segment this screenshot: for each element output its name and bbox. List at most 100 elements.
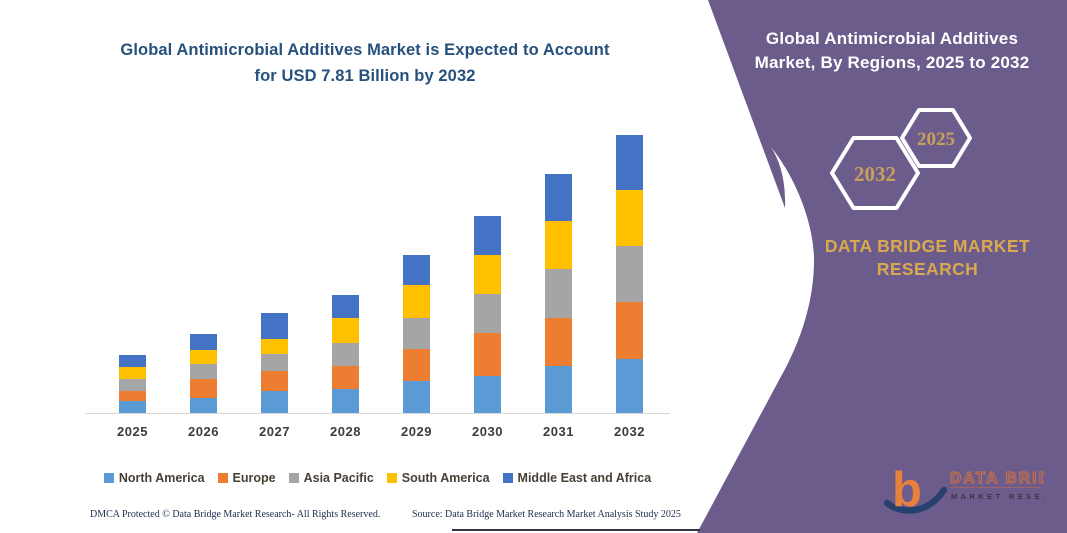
bar-segment-2028-south-america [332,318,359,343]
bar-segment-2025-north-america [119,401,146,413]
bar-segment-2026-europe [190,379,217,398]
hexagon-2032-label: 2032 [854,162,896,186]
bar-segment-2026-north-america [190,398,217,413]
logo-b-icon: b [892,463,922,517]
bar-column-2032 [594,135,665,413]
forecast-hexagons: 2032 2025 [830,108,972,210]
x-axis-label-2029: 2029 [401,424,432,439]
legend-item-south-america: South America [386,471,490,485]
bar-segment-2026-asia-pacific [190,364,217,379]
x-axis-label-2025: 2025 [117,424,148,439]
legend-swatch-icon [502,473,513,483]
x-axis-labels: 2025 2026 2027 2028 2029 2030 2031 2032 [97,424,665,439]
legend-swatch-icon [103,473,114,483]
bar-segment-2025-south-america [119,367,146,379]
bar-segment-2025-middle-east-and-africa [119,355,146,367]
logo-tagline: MARKET RESEARCH [951,492,1044,501]
bar-segment-2031-europe [545,318,572,366]
legend-item-north-america: North America [103,471,205,485]
legend-label: North America [118,471,205,485]
stacked-bar-chart [97,0,665,413]
hexagon-2025: 2025 [900,108,972,168]
hexagon-2032: 2032 [830,136,920,210]
bar-segment-2031-asia-pacific [545,269,572,318]
bar-segment-2030-europe [474,333,501,376]
bar-segment-2028-asia-pacific [332,343,359,366]
hexagon-2025-label: 2025 [917,129,955,150]
stacked-bar-2025 [119,355,146,413]
legend-item-asia-pacific: Asia Pacific [288,471,374,485]
bar-segment-2025-europe [119,391,146,401]
bar-segment-2031-north-america [545,366,572,413]
bar-segment-2031-middle-east-and-africa [545,174,572,221]
chart-title-line1: Global Antimicrobial Additives Market is… [120,41,610,59]
stacked-bar-2030 [474,216,501,413]
bar-segment-2032-south-america [616,190,643,246]
bar-segment-2030-north-america [474,376,501,413]
panel-title: Global Antimicrobial Additives Market, B… [732,27,1052,75]
bar-segment-2030-south-america [474,255,501,294]
bar-column-2031 [523,174,594,413]
legend-item-middle-east-and-africa: Middle East and Africa [502,471,652,485]
chart-legend: North America Europe Asia Pacific South Ame… [85,471,670,485]
bar-column-2026 [168,334,239,413]
stacked-bar-2032 [616,135,643,413]
stacked-bar-2026 [190,334,217,413]
bar-column-2028 [310,295,381,413]
brand-heading: DATA BRIDGE MARKET RESEARCH [795,235,1060,281]
panel-title-line1: Global Antimicrobial Additives [765,29,1019,48]
legend-item-europe: Europe [217,471,276,485]
legend-swatch-icon [386,473,397,483]
legend-swatch-icon [288,473,299,483]
stacked-bar-2029 [403,255,430,413]
stacked-bar-2028 [332,295,359,413]
logo-swoosh-icon [884,486,948,514]
stacked-bar-2031 [545,174,572,413]
bar-segment-2032-north-america [616,359,643,413]
x-axis-line [85,413,670,414]
bottom-divider-line [452,529,700,531]
x-axis-label-2028: 2028 [330,424,361,439]
chart-title: Global Antimicrobial Additives Market is… [65,38,665,89]
logo-wordmark: DATA BRIDGE [950,470,1044,487]
bar-segment-2026-south-america [190,350,217,364]
bar-segment-2030-middle-east-and-africa [474,216,501,255]
bar-segment-2027-middle-east-and-africa [261,313,288,339]
brand-heading-line2: RESEARCH [876,258,979,279]
dmca-footer-text: DMCA Protected © Data Bridge Market Rese… [90,509,381,520]
bar-column-2030 [452,216,523,413]
bar-segment-2029-middle-east-and-africa [403,255,430,285]
source-footer-text: Source: Data Bridge Market Research Mark… [412,509,681,520]
x-axis-label-2031: 2031 [543,424,574,439]
bar-segment-2027-europe [261,371,288,391]
legend-label: Europe [232,471,276,485]
panel-title-line2: Market, By Regions, 2025 to 2032 [754,52,1030,72]
bar-segment-2025-asia-pacific [119,379,146,391]
legend-label: South America [401,471,490,485]
bar-segment-2026-middle-east-and-africa [190,334,217,350]
bar-segment-2028-north-america [332,389,359,413]
stacked-bar-2027 [261,313,288,413]
x-axis-label-2032: 2032 [614,424,645,439]
bar-segment-2029-europe [403,349,430,381]
bar-column-2029 [381,255,452,413]
legend-label: Asia Pacific [303,471,374,485]
bar-segment-2031-south-america [545,221,572,269]
x-axis-label-2027: 2027 [259,424,290,439]
bar-segment-2027-south-america [261,339,288,354]
bar-segment-2032-europe [616,302,643,359]
bar-segment-2027-asia-pacific [261,354,288,371]
bar-segment-2030-asia-pacific [474,294,501,333]
bar-segment-2032-asia-pacific [616,246,643,302]
bar-segment-2028-middle-east-and-africa [332,295,359,318]
bar-segment-2028-europe [332,366,359,389]
bar-segment-2032-middle-east-and-africa [616,135,643,190]
legend-swatch-icon [217,473,228,483]
bar-column-2027 [239,313,310,413]
bar-segment-2027-north-america [261,391,288,413]
legend-label: Middle East and Africa [517,471,652,485]
x-axis-label-2030: 2030 [472,424,503,439]
bar-segment-2029-asia-pacific [403,318,430,349]
